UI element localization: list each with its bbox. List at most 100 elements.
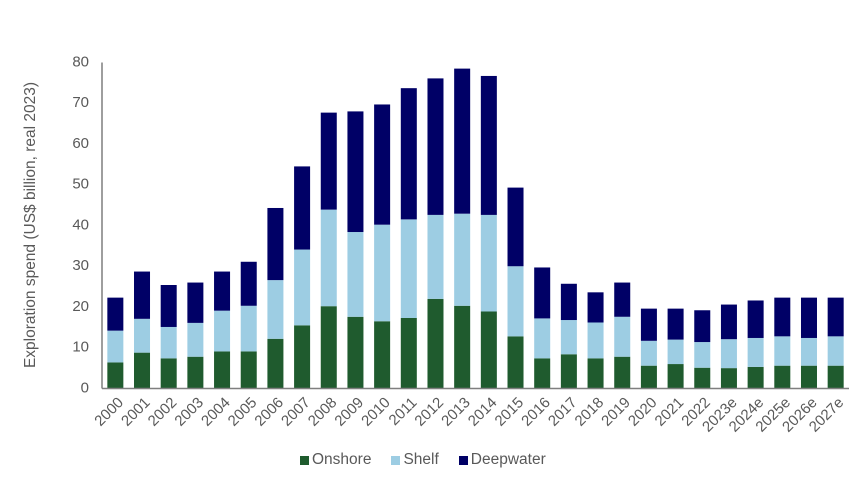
x-tick-label: 2012: [411, 394, 447, 430]
bar-segment-deepwater: [774, 297, 791, 337]
bar-2014: [480, 75, 497, 389]
y-tick-label: 50: [72, 176, 89, 193]
x-tick-label: 2002: [145, 394, 181, 430]
bar-segment-onshore: [507, 336, 524, 389]
bar-segment-shelf: [107, 330, 124, 363]
bar-segment-deepwater: [160, 285, 177, 327]
bar-2023e: [720, 304, 737, 389]
bar-segment-onshore: [614, 356, 631, 389]
x-tick-label: 2016: [518, 394, 554, 430]
bar-segment-shelf: [134, 318, 151, 353]
bar-2025e: [774, 297, 791, 389]
legend-item-shelf[interactable]: Shelf: [391, 451, 439, 469]
y-tick-label: 40: [72, 216, 89, 233]
bar-2019: [614, 282, 631, 389]
legend-label-deepwater: Deepwater: [470, 451, 546, 468]
x-tick-label: 2000: [91, 394, 127, 430]
y-tick-label: 10: [72, 339, 89, 356]
bar-segment-onshore: [454, 305, 471, 389]
bar-segment-onshore: [400, 318, 417, 389]
bar-segment-onshore: [694, 367, 711, 389]
bar-segment-shelf: [320, 209, 337, 307]
bar-2002: [160, 285, 177, 389]
bar-2005: [240, 261, 257, 389]
bar-segment-shelf: [214, 310, 231, 352]
legend-item-deepwater[interactable]: Deepwater: [458, 451, 546, 469]
bar-segment-onshore: [827, 365, 844, 389]
bar-segment-onshore: [267, 338, 284, 389]
x-tick-label: 2005: [225, 394, 261, 430]
x-tick-label: 2008: [305, 394, 341, 430]
bar-segment-onshore: [214, 351, 231, 389]
bar-segment-shelf: [374, 224, 391, 322]
x-tick-label: 2007: [278, 394, 314, 430]
bar-2022: [694, 310, 711, 389]
x-tick-label: 2003: [171, 394, 207, 430]
bar-2027e: [827, 297, 844, 389]
bar-segment-shelf: [427, 214, 444, 299]
bar-segment-deepwater: [667, 308, 684, 340]
bar-segment-shelf: [240, 305, 257, 352]
bar-2021: [667, 308, 684, 389]
bar-2018: [587, 292, 604, 389]
bar-segment-deepwater: [267, 207, 284, 281]
bar-segment-onshore: [667, 364, 684, 389]
bar-segment-onshore: [320, 306, 337, 389]
bar-segment-onshore: [347, 316, 364, 389]
bar-segment-shelf: [187, 322, 204, 357]
x-tick-label: 2006: [251, 394, 287, 430]
x-tick-label: 2009: [331, 394, 367, 430]
bar-segment-deepwater: [560, 283, 577, 321]
bar-segment-shelf: [480, 214, 497, 312]
bar-segment-onshore: [107, 362, 124, 389]
bar-segment-onshore: [134, 352, 151, 389]
bar-segment-onshore: [294, 325, 311, 389]
x-tick-label: 2013: [438, 394, 474, 430]
x-tick-label: 2018: [572, 394, 608, 430]
bar-segment-shelf: [747, 337, 764, 367]
bar-segment-shelf: [400, 219, 417, 318]
legend-item-onshore[interactable]: Onshore: [300, 451, 371, 469]
deepwater-swatch-icon: [458, 455, 468, 465]
y-axis-label: Exploration spend (US$ billion, real 202…: [22, 82, 39, 368]
bar-segment-deepwater: [747, 300, 764, 338]
x-tick-label: 2014: [465, 394, 501, 430]
bar-2009: [347, 111, 364, 389]
x-tick-label: 2001: [118, 394, 154, 430]
bar-segment-onshore: [534, 358, 551, 389]
x-tick-label: 2020: [625, 394, 661, 430]
bar-2000: [107, 297, 124, 389]
bar-segment-deepwater: [240, 261, 257, 306]
bar-segment-onshore: [720, 368, 737, 389]
bar-segment-shelf: [667, 339, 684, 365]
bar-2012: [427, 78, 444, 389]
bar-segment-onshore: [800, 365, 817, 389]
bar-segment-deepwater: [107, 297, 124, 331]
bar-segment-deepwater: [827, 297, 844, 337]
x-axis-ticks: 2000200120022003200420052006200720082009…: [91, 394, 847, 436]
bar-segment-onshore: [480, 311, 497, 389]
bar-segment-shelf: [694, 342, 711, 368]
bar-segment-onshore: [560, 354, 577, 389]
bar-segment-deepwater: [534, 267, 551, 319]
bar-segment-onshore: [640, 365, 657, 389]
bar-2013: [454, 68, 471, 389]
bar-segment-deepwater: [640, 308, 657, 341]
bar-segment-shelf: [800, 337, 817, 366]
bar-segment-deepwater: [347, 111, 364, 233]
bars: [107, 68, 844, 389]
x-tick-label: 2015: [492, 394, 528, 430]
y-tick-label: 0: [81, 379, 89, 396]
bar-segment-shelf: [720, 339, 737, 369]
shelf-swatch-icon: [391, 455, 401, 465]
bar-2016: [534, 267, 551, 389]
y-tick-label: 30: [72, 257, 89, 274]
bar-segment-shelf: [454, 213, 471, 306]
axes: [101, 62, 849, 390]
x-tick-label: 2010: [358, 394, 394, 430]
bar-segment-deepwater: [134, 271, 151, 319]
y-tick-label: 80: [72, 53, 89, 70]
bar-segment-deepwater: [374, 104, 391, 225]
bar-2008: [320, 112, 337, 389]
bar-segment-onshore: [747, 366, 764, 389]
